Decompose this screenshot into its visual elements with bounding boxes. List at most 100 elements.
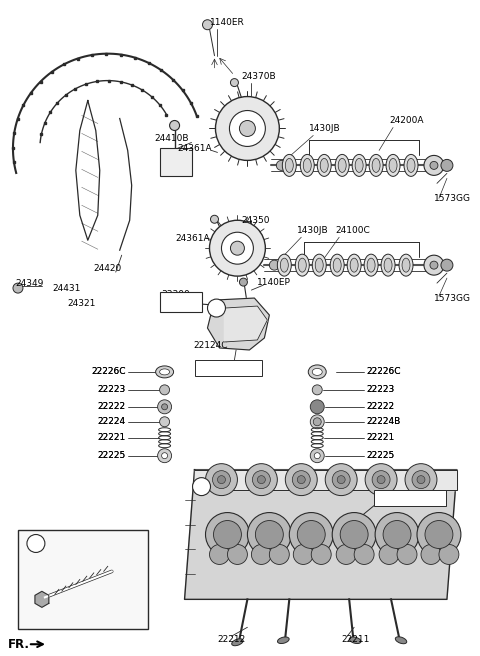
- Circle shape: [269, 544, 289, 564]
- Text: 22226C: 22226C: [91, 367, 126, 377]
- Text: 24349: 24349: [15, 279, 43, 287]
- Text: 24361A: 24361A: [178, 144, 212, 153]
- Text: 24321: 24321: [68, 298, 96, 308]
- Ellipse shape: [355, 158, 363, 173]
- Circle shape: [377, 476, 385, 483]
- Text: 24420: 24420: [94, 264, 122, 273]
- Text: REF.20-221A: REF.20-221A: [376, 493, 426, 502]
- Text: 24200A: 24200A: [389, 116, 423, 125]
- Ellipse shape: [277, 637, 289, 644]
- Text: 22221: 22221: [366, 433, 395, 442]
- Ellipse shape: [300, 154, 314, 176]
- Text: 22224: 22224: [97, 417, 126, 426]
- Polygon shape: [35, 591, 49, 607]
- Text: 33300: 33300: [162, 298, 191, 306]
- Circle shape: [313, 418, 321, 426]
- Circle shape: [310, 400, 324, 414]
- Circle shape: [230, 241, 244, 255]
- Circle shape: [13, 283, 23, 293]
- Text: 24410B: 24410B: [155, 134, 189, 143]
- Text: 22223: 22223: [366, 385, 395, 394]
- Circle shape: [375, 512, 419, 556]
- Text: 24431: 24431: [52, 283, 80, 293]
- Text: a: a: [199, 482, 204, 491]
- Circle shape: [354, 544, 374, 564]
- Circle shape: [310, 449, 324, 462]
- Ellipse shape: [315, 258, 323, 272]
- Ellipse shape: [335, 154, 349, 176]
- Polygon shape: [184, 470, 457, 600]
- Ellipse shape: [160, 369, 169, 375]
- Circle shape: [417, 512, 461, 556]
- Ellipse shape: [308, 365, 326, 379]
- Text: 22226C: 22226C: [91, 367, 126, 377]
- Circle shape: [257, 476, 265, 483]
- Ellipse shape: [280, 258, 288, 272]
- Ellipse shape: [295, 254, 309, 276]
- Text: REF.20-221A: REF.20-221A: [196, 363, 247, 373]
- Text: 22225: 22225: [97, 451, 126, 461]
- Ellipse shape: [389, 158, 397, 173]
- Circle shape: [229, 110, 265, 146]
- Text: a: a: [214, 304, 219, 312]
- Ellipse shape: [396, 637, 407, 644]
- Text: 22124C: 22124C: [193, 342, 228, 350]
- Ellipse shape: [277, 254, 291, 276]
- Text: 24355: 24355: [85, 609, 113, 618]
- Circle shape: [207, 299, 226, 317]
- Circle shape: [421, 544, 441, 564]
- Circle shape: [247, 512, 291, 556]
- Circle shape: [297, 521, 325, 548]
- Ellipse shape: [232, 639, 243, 646]
- Text: 22223: 22223: [97, 385, 126, 394]
- Ellipse shape: [330, 254, 344, 276]
- Text: 22222: 22222: [366, 402, 394, 411]
- Text: 22211: 22211: [341, 635, 370, 644]
- Ellipse shape: [347, 254, 361, 276]
- Text: 24350: 24350: [241, 216, 270, 225]
- Ellipse shape: [298, 258, 306, 272]
- Circle shape: [252, 544, 271, 564]
- Circle shape: [430, 161, 438, 169]
- Circle shape: [337, 476, 345, 483]
- Ellipse shape: [282, 154, 296, 176]
- Text: 22225: 22225: [366, 451, 395, 461]
- Ellipse shape: [312, 369, 322, 375]
- Circle shape: [221, 232, 253, 264]
- Circle shape: [209, 544, 229, 564]
- Circle shape: [162, 404, 168, 410]
- Ellipse shape: [350, 258, 358, 272]
- Circle shape: [213, 470, 230, 489]
- Circle shape: [157, 400, 171, 414]
- Circle shape: [314, 453, 320, 459]
- Ellipse shape: [312, 254, 326, 276]
- Ellipse shape: [399, 254, 413, 276]
- FancyBboxPatch shape: [374, 489, 446, 506]
- Text: 1140ER: 1140ER: [209, 18, 244, 28]
- Circle shape: [417, 476, 425, 483]
- Circle shape: [412, 470, 430, 489]
- Circle shape: [209, 220, 265, 276]
- Circle shape: [252, 470, 270, 489]
- Circle shape: [160, 417, 169, 427]
- Circle shape: [310, 415, 324, 429]
- Ellipse shape: [285, 158, 293, 173]
- Text: 1140EP: 1140EP: [257, 277, 291, 287]
- Polygon shape: [207, 298, 269, 350]
- Circle shape: [162, 453, 168, 459]
- Circle shape: [255, 521, 283, 548]
- Text: 22222: 22222: [97, 402, 126, 411]
- Ellipse shape: [402, 258, 410, 272]
- Polygon shape: [225, 306, 267, 342]
- Circle shape: [424, 255, 444, 275]
- FancyBboxPatch shape: [18, 529, 148, 629]
- Text: 22226C: 22226C: [366, 367, 401, 377]
- Circle shape: [205, 512, 250, 556]
- Ellipse shape: [364, 254, 378, 276]
- Text: 22224: 22224: [97, 417, 126, 426]
- Circle shape: [203, 20, 213, 30]
- Circle shape: [214, 521, 241, 548]
- Circle shape: [169, 121, 180, 131]
- Circle shape: [379, 544, 399, 564]
- Polygon shape: [194, 470, 457, 489]
